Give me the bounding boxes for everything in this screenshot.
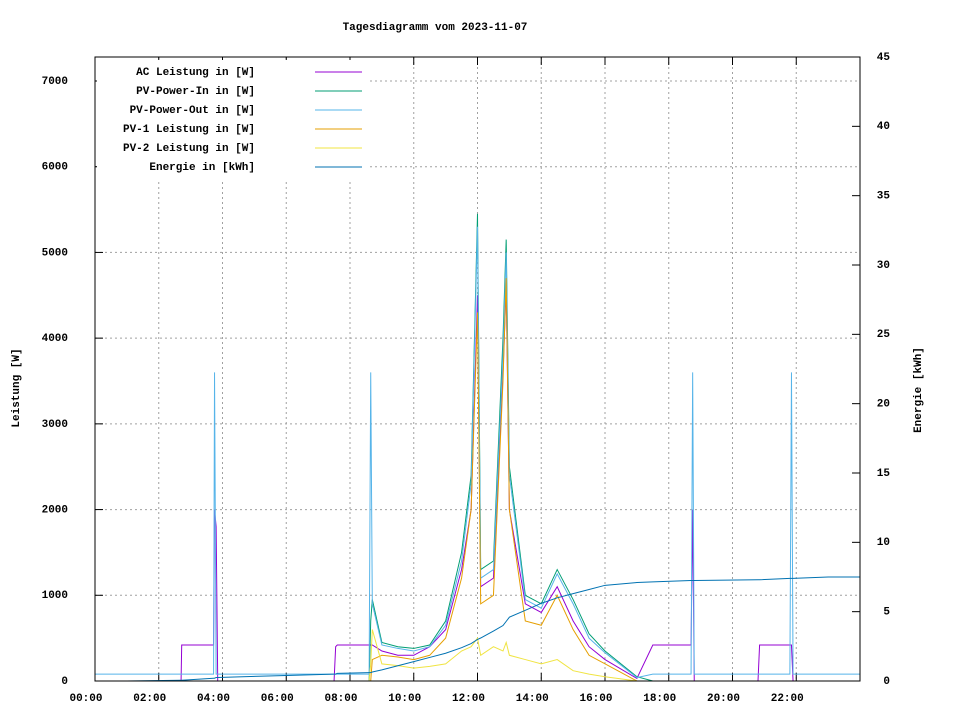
y2-tick-label: 40 (877, 121, 890, 133)
y-tick-label: 3000 (42, 419, 68, 431)
x-tick-label: 06:00 (261, 693, 294, 705)
x-tick-label: 14:00 (516, 693, 549, 705)
y-axis-label: Leistung [W] (11, 348, 23, 427)
legend-label: PV-2 Leistung in [W] (123, 143, 255, 155)
x-tick-label: 16:00 (579, 693, 612, 705)
x-tick-label: 02:00 (133, 693, 166, 705)
series-line (95, 226, 860, 679)
y2-tick-label: 25 (877, 329, 891, 341)
legend-label: PV-Power-Out in [W] (130, 105, 255, 117)
x-tick-label: 20:00 (707, 693, 740, 705)
y2-tick-label: 5 (883, 607, 890, 619)
y2-tick-label: 30 (877, 260, 890, 272)
x-tick-label: 18:00 (643, 693, 676, 705)
y2-axis-label: Energie [kWh] (913, 347, 925, 433)
legend-label: AC Leistung in [W] (136, 67, 255, 79)
y-tick-label: 2000 (42, 504, 68, 516)
chart-title: Tagesdiagramm vom 2023-11-07 (343, 22, 528, 34)
legend-label: PV-Power-In in [W] (136, 86, 255, 98)
series-line (95, 576, 860, 682)
legend-background (97, 60, 367, 180)
plot-border (94, 56, 861, 682)
y-tick-label: 5000 (42, 247, 68, 259)
y2-tick-label: 35 (877, 191, 891, 203)
legend: AC Leistung in [W] PV-Power-In in [W] PV-P… (97, 60, 367, 180)
x-tick-label: 00:00 (69, 693, 102, 705)
y2-tick-label: 0 (883, 676, 890, 688)
y2-tick-label: 10 (877, 537, 890, 549)
y2-tick-label: 20 (877, 399, 890, 411)
x-tick-label: 04:00 (197, 693, 230, 705)
legend-label: PV-1 Leistung in [W] (123, 124, 255, 136)
y-tick-label: 7000 (42, 76, 68, 88)
y2-tick-label: 15 (877, 468, 891, 480)
x-tick-label: 10:00 (388, 693, 421, 705)
x-tick-label: 12:00 (452, 693, 485, 705)
x-tick-label: 22:00 (771, 693, 804, 705)
y-tick-label: 4000 (42, 333, 68, 345)
y-tick-label: 0 (61, 676, 68, 688)
x-tick-label: 08:00 (324, 693, 357, 705)
y-tick-label: 1000 (42, 590, 68, 602)
y2-tick-label: 45 (877, 52, 891, 64)
legend-label: Energie in [kWh] (149, 162, 255, 174)
y-tick-label: 6000 (42, 162, 68, 174)
